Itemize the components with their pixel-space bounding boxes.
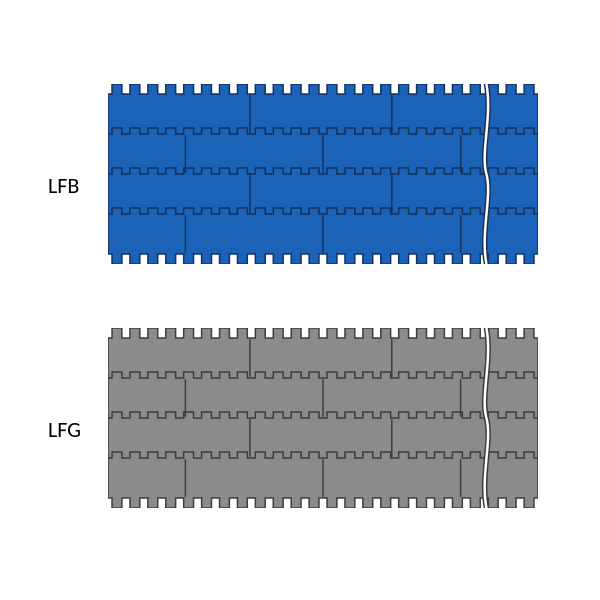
lfg-label: LFG bbox=[48, 416, 81, 443]
lfb-belt bbox=[108, 84, 538, 264]
lfg-belt bbox=[108, 328, 538, 508]
lfb-label: LFB bbox=[48, 172, 79, 199]
